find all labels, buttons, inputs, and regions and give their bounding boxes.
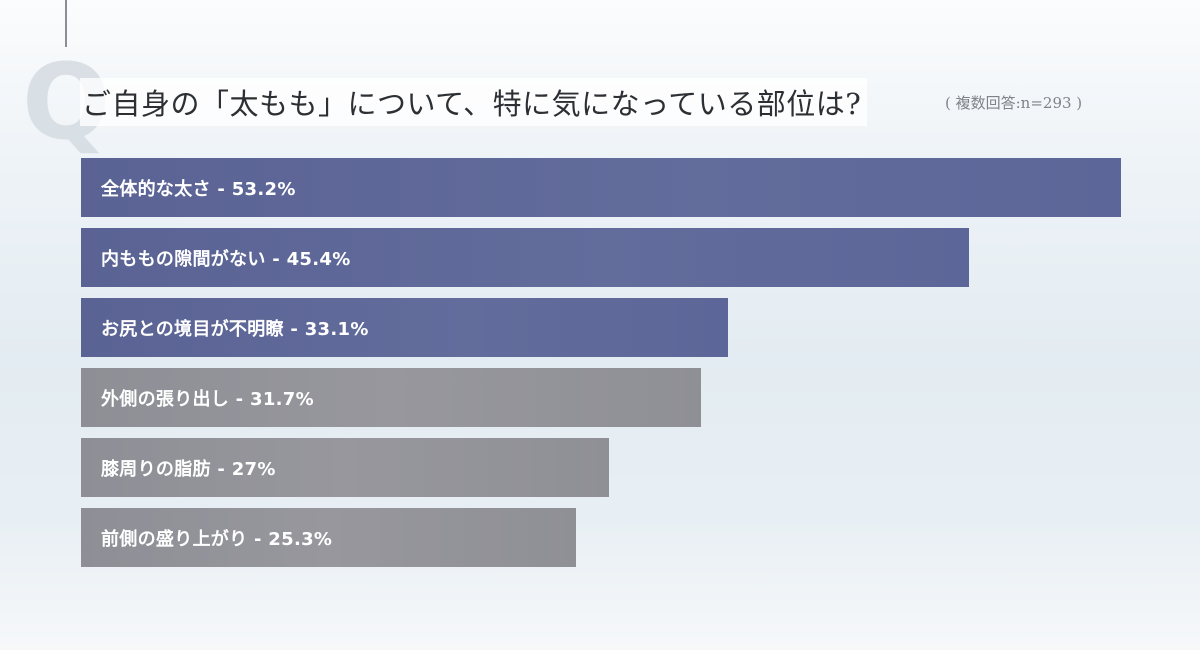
sample-size-note: ( 複数回答:n=293 ) xyxy=(945,94,1083,112)
bar-label-1: 全体的な太さ - 53.2% xyxy=(101,178,296,200)
bar-label-5: 膝周りの脂肪 - 27% xyxy=(101,458,276,480)
bar-3: お尻との境目が不明瞭 - 33.1% xyxy=(81,298,728,357)
bar-label-4: 外側の張り出し - 31.7% xyxy=(101,388,314,410)
bar-label-2: 内ももの隙間がない - 45.4% xyxy=(101,248,351,270)
bar-4: 外側の張り出し - 31.7% xyxy=(81,368,701,427)
bar-label-6: 前側の盛り上がり - 25.3% xyxy=(101,528,333,550)
bar-2: 内ももの隙間がない - 45.4% xyxy=(81,228,969,287)
bar-6: 前側の盛り上がり - 25.3% xyxy=(81,508,576,567)
bar-label-3: お尻との境目が不明瞭 - 33.1% xyxy=(101,318,369,340)
top-divider-line xyxy=(65,0,67,47)
chart-title: ご自身の「太もも」について、特に気になっている部位は? xyxy=(82,87,862,121)
bar-5: 膝周りの脂肪 - 27% xyxy=(81,438,609,497)
title-box: ご自身の「太もも」について、特に気になっている部位は? xyxy=(80,78,868,126)
bar-1: 全体的な太さ - 53.2% xyxy=(81,158,1121,217)
